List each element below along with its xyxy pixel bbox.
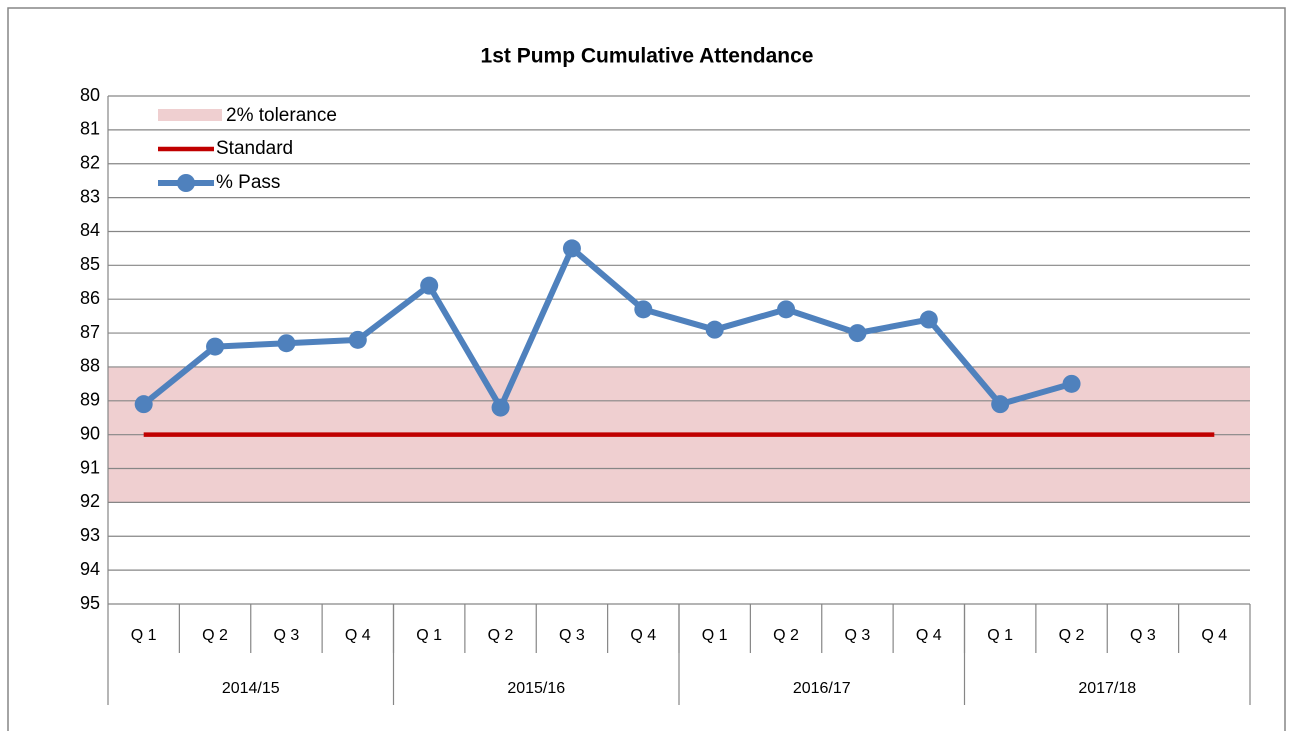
- y-tick-label: 94: [80, 559, 100, 579]
- x-tick-label: Q 1: [987, 627, 1013, 644]
- series-marker: [348, 330, 367, 349]
- y-tick-label: 93: [80, 525, 100, 545]
- x-tick-label: Q 4: [916, 627, 942, 644]
- y-tick-label: 84: [80, 220, 100, 240]
- y-tick-label: 87: [80, 322, 100, 342]
- x-tick-label: Q 4: [630, 627, 656, 644]
- x-tick-label: Q 1: [416, 627, 442, 644]
- group-label: 2017/18: [1078, 680, 1136, 697]
- chart-border: [7, 7, 1286, 731]
- series-line: [141, 245, 1073, 411]
- x-tick-label: Q 2: [202, 627, 228, 644]
- series-marker: [634, 300, 653, 319]
- x-tick-label: Q 4: [345, 627, 371, 644]
- group-label: 2015/16: [507, 680, 565, 697]
- legend-swatch: [158, 109, 222, 121]
- x-tick-label: Q 3: [559, 627, 585, 644]
- y-tick-label: 86: [80, 288, 100, 308]
- legend-label: 2% tolerance: [226, 105, 337, 126]
- x-tick-label: Q 2: [1059, 627, 1085, 644]
- y-tick-label: 92: [80, 491, 100, 511]
- group-label: 2014/15: [222, 680, 280, 697]
- y-tick-label: 95: [80, 593, 100, 613]
- y-tick-label: 81: [80, 119, 100, 139]
- y-tick-label: 90: [80, 423, 100, 443]
- y-tick-label: 82: [80, 152, 100, 172]
- x-tick-label: Q 4: [1201, 627, 1227, 644]
- y-tick-label: 80: [80, 85, 100, 105]
- series-marker: [991, 395, 1010, 414]
- y-tick-label: 83: [80, 186, 100, 206]
- series-marker: [562, 239, 581, 258]
- series-marker: [206, 337, 225, 356]
- y-tick-label: 88: [80, 356, 100, 376]
- series-marker: [777, 300, 796, 319]
- legend-marker: [177, 174, 195, 192]
- group-label: 2016/17: [793, 680, 851, 697]
- series-marker: [420, 276, 439, 295]
- x-tick-label: Q 2: [773, 627, 799, 644]
- series-marker: [1062, 374, 1081, 393]
- y-tick-label: 91: [80, 457, 100, 477]
- x-tick-label: Q 3: [845, 627, 871, 644]
- x-tick-label: Q 3: [274, 627, 300, 644]
- x-tick-label: Q 1: [131, 627, 157, 644]
- legend-label: Standard: [216, 138, 293, 159]
- x-tick-label: Q 1: [702, 627, 728, 644]
- series-marker: [919, 310, 938, 329]
- series-marker: [134, 395, 153, 414]
- x-tick-label: Q 3: [1130, 627, 1156, 644]
- series-marker: [491, 398, 510, 417]
- chart-title: 1st Pump Cumulative Attendance: [481, 45, 814, 68]
- legend-label: % Pass: [216, 172, 280, 193]
- x-tick-label: Q 2: [488, 627, 514, 644]
- series-marker: [705, 320, 724, 339]
- y-tick-label: 89: [80, 390, 100, 410]
- series-marker: [848, 324, 867, 343]
- series-marker: [277, 334, 296, 353]
- y-tick-label: 85: [80, 254, 100, 274]
